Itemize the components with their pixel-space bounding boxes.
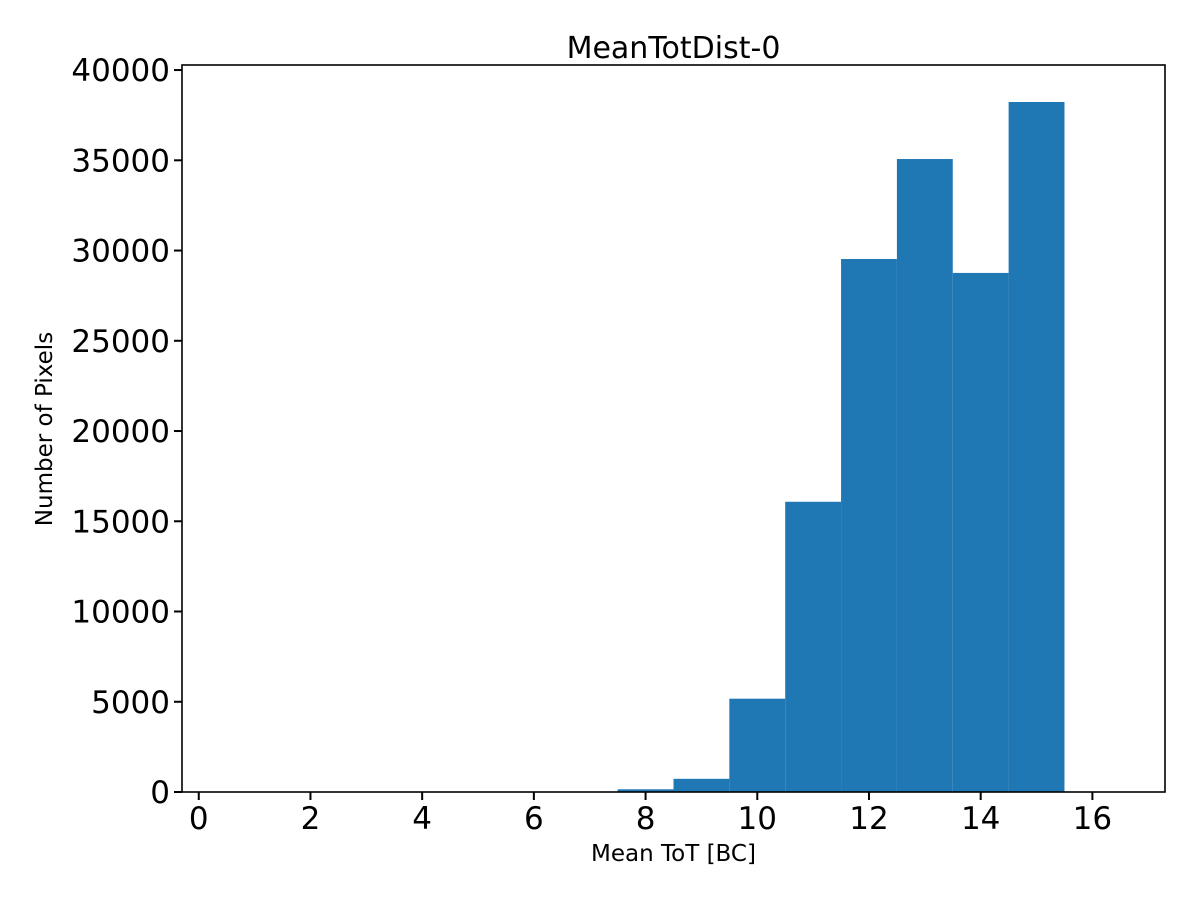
histogram-bars — [617, 102, 1065, 792]
x-tick-label: 16 — [1073, 801, 1112, 837]
histogram-bar — [673, 778, 730, 792]
x-tick-label: 12 — [849, 801, 888, 837]
axes-spines — [181, 64, 1166, 793]
histogram-bar — [841, 259, 897, 792]
x-tick-label: 2 — [301, 801, 321, 837]
y-tick-label: 35000 — [71, 143, 170, 179]
histogram-bar — [785, 501, 842, 792]
y-tick-label: 15000 — [71, 504, 170, 540]
x-axis-label: Mean ToT [BC] — [591, 841, 756, 867]
histogram-bar — [617, 789, 674, 792]
y-tick-label: 5000 — [91, 685, 170, 721]
x-tick-label: 14 — [961, 801, 1000, 837]
histogram-bar — [729, 698, 786, 792]
y-tick-label: 30000 — [71, 234, 170, 270]
x-tick-label: 10 — [738, 801, 777, 837]
y-tick-label: 20000 — [71, 414, 170, 450]
y-axis-label: Number of Pixels — [32, 332, 58, 526]
y-tick-label: 40000 — [71, 53, 170, 89]
histogram-bar — [952, 272, 1009, 792]
histogram-bar — [1008, 102, 1065, 792]
axis-ticks: 0 2 4 6 8 10 12 14 16 0 5000 10000 15000 20000 25000 30… — [71, 53, 1112, 837]
y-tick-label: 0 — [150, 775, 170, 811]
histogram-bar — [896, 159, 953, 792]
x-tick-label: 0 — [189, 801, 209, 837]
y-tick-label: 10000 — [71, 595, 170, 631]
plot-border — [181, 64, 1166, 793]
x-tick-label: 6 — [524, 801, 544, 837]
chart-title: MeanTotDist-0 — [567, 31, 781, 66]
y-tick-label: 25000 — [71, 324, 170, 360]
x-tick-label: 8 — [636, 801, 656, 837]
x-tick-label: 4 — [412, 801, 432, 837]
